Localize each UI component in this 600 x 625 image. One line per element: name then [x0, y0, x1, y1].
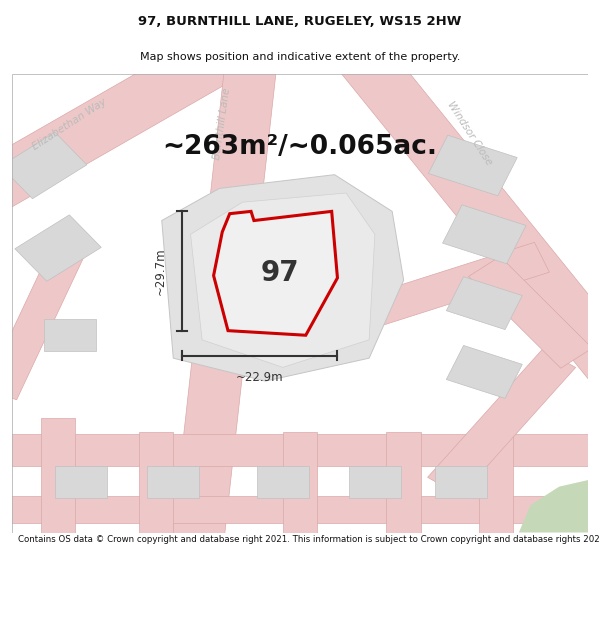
Polygon shape: [322, 24, 600, 384]
Text: 97, BURNTHILL LANE, RUGELEY, WS15 2HW: 97, BURNTHILL LANE, RUGELEY, WS15 2HW: [139, 15, 461, 28]
Text: Contains OS data © Crown copyright and database right 2021. This information is : Contains OS data © Crown copyright and d…: [18, 535, 600, 544]
Polygon shape: [283, 432, 317, 556]
Text: 97: 97: [260, 259, 299, 288]
Polygon shape: [469, 256, 592, 368]
Polygon shape: [446, 346, 523, 398]
Polygon shape: [386, 432, 421, 556]
Polygon shape: [55, 466, 107, 498]
Polygon shape: [0, 17, 272, 222]
Text: Elizabethan Way: Elizabethan Way: [31, 96, 109, 152]
Polygon shape: [0, 243, 86, 400]
Polygon shape: [362, 242, 550, 328]
Text: ~29.7m: ~29.7m: [154, 248, 167, 295]
Polygon shape: [15, 215, 101, 281]
Polygon shape: [214, 211, 337, 335]
Polygon shape: [428, 349, 575, 496]
Polygon shape: [0, 496, 600, 523]
Polygon shape: [428, 135, 517, 196]
Polygon shape: [41, 418, 76, 556]
Polygon shape: [44, 319, 95, 351]
Polygon shape: [479, 432, 513, 556]
Polygon shape: [139, 432, 173, 556]
Polygon shape: [446, 277, 523, 329]
Text: ~22.9m: ~22.9m: [236, 371, 283, 384]
Text: ~263m²/~0.065ac.: ~263m²/~0.065ac.: [163, 134, 437, 160]
Polygon shape: [443, 205, 526, 264]
Polygon shape: [349, 466, 401, 498]
Polygon shape: [1, 132, 87, 199]
Text: Burnthill Lane: Burnthill Lane: [212, 88, 232, 161]
Polygon shape: [162, 174, 404, 381]
Polygon shape: [436, 466, 487, 498]
Text: Windsor Close: Windsor Close: [446, 99, 494, 167]
Polygon shape: [148, 466, 199, 498]
Polygon shape: [170, 35, 280, 558]
Polygon shape: [0, 434, 600, 466]
Polygon shape: [191, 193, 375, 368]
Polygon shape: [519, 478, 599, 532]
Text: Map shows position and indicative extent of the property.: Map shows position and indicative extent…: [140, 52, 460, 62]
Polygon shape: [257, 466, 308, 498]
